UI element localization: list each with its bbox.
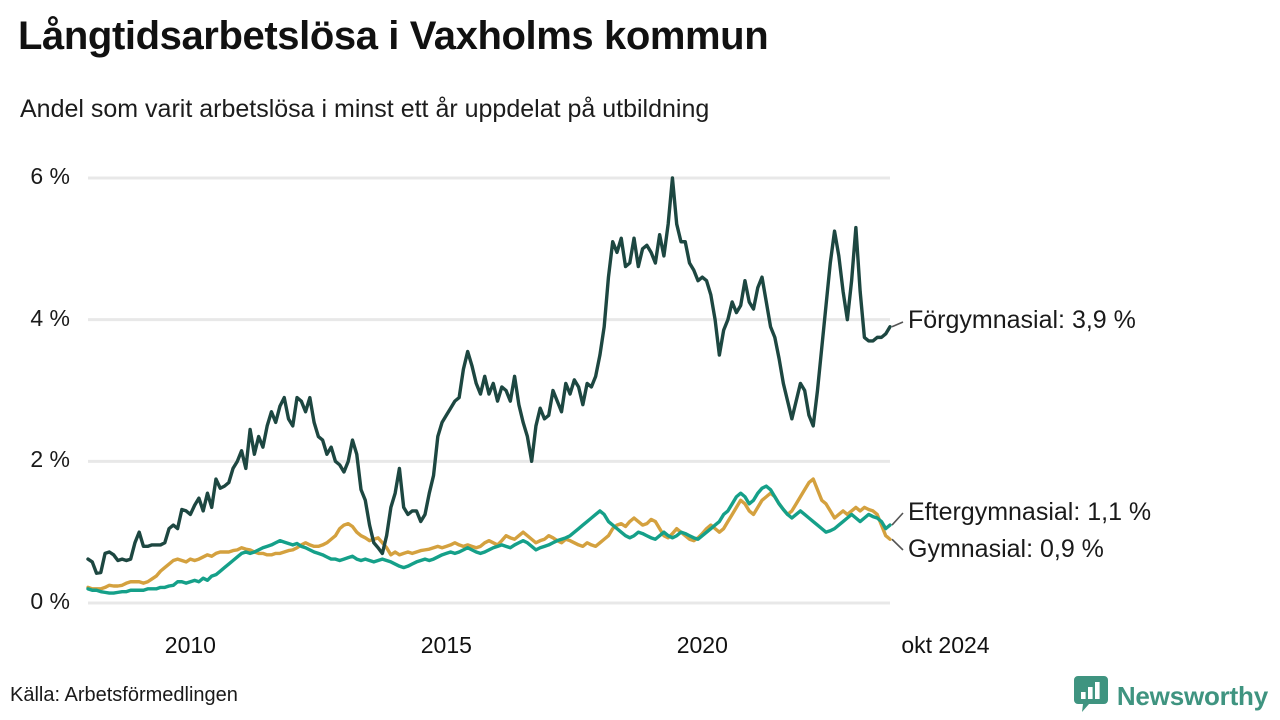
leader-lines xyxy=(891,321,904,551)
series-line-gymnasial xyxy=(86,477,892,591)
label-leader-line xyxy=(891,321,904,328)
x-axis-tick-label: 2015 xyxy=(420,632,472,658)
newsworthy-logo-text: Newsworthy xyxy=(1116,681,1268,711)
source-note: Källa: Arbetsförmedlingen xyxy=(10,684,238,706)
page-title: Långtidsarbetslösa i Vaxholms kommun xyxy=(18,14,769,58)
newsworthy-logo: Newsworthy xyxy=(1073,676,1268,717)
label-leader-line xyxy=(891,538,904,551)
series-label-forgymnasial: Förgymnasial: 3,9 % xyxy=(908,306,1136,334)
series-label-eftergymnasial: Eftergymnasial: 1,1 % xyxy=(908,498,1152,526)
label-leader-line xyxy=(891,512,904,526)
y-axis-tick-label: 2 % xyxy=(30,446,70,473)
y-axis-tick-label: 0 % xyxy=(30,588,70,614)
series-paths xyxy=(86,176,892,595)
x-axis-tick-label: 2010 xyxy=(164,632,216,658)
series-line-eftergymnasial xyxy=(86,484,892,595)
bar-chart-bubble-icon xyxy=(1073,676,1108,717)
y-axis-tick-label: 4 % xyxy=(30,304,70,331)
y-axis-tick-label: 6 % xyxy=(30,163,70,189)
x-axis-tick-label: okt 2024 xyxy=(901,632,990,658)
gridlines xyxy=(88,176,890,605)
x-axis-tick-label: 2020 xyxy=(676,632,728,658)
page-subtitle: Andel som varit arbetslösa i minst ett å… xyxy=(20,95,710,123)
series-label-gymnasial: Gymnasial: 0,9 % xyxy=(908,535,1104,563)
series-line-förgymnasial xyxy=(86,176,892,575)
